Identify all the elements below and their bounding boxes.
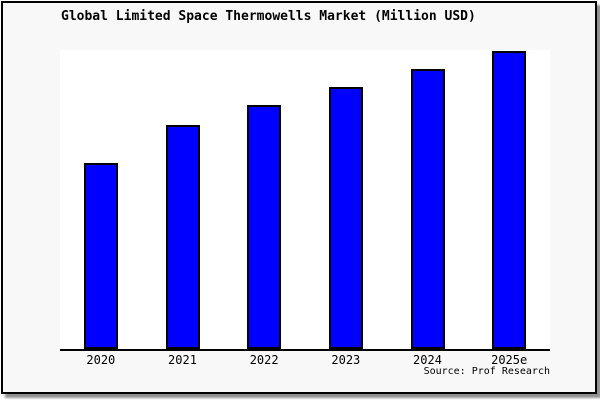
bar-2022	[247, 105, 282, 349]
x-tick-label-2020: 2020	[86, 353, 116, 367]
bar-2023	[328, 87, 363, 349]
chart-title: Global Limited Space Thermowells Market …	[61, 9, 476, 24]
source-note: Source: Prof Research	[423, 366, 550, 377]
x-tick-label-2022: 2022	[249, 353, 279, 367]
x-tick-label-2025e: 2025e	[491, 353, 528, 367]
bar-2021	[165, 125, 200, 349]
x-tick-label-2023: 2023	[331, 353, 361, 367]
bar-2020	[83, 163, 118, 349]
plot-area	[60, 50, 550, 351]
x-axis-labels: 2020 2021 2022 2023 2024 2025e	[60, 351, 550, 367]
x-tick-label-2021: 2021	[168, 353, 197, 367]
x-tick-label-2024: 2024	[413, 353, 442, 367]
chart-frame: Global Limited Space Thermowells Market …	[1, 1, 597, 394]
bar-2024	[410, 69, 445, 349]
bar-2025e	[492, 51, 527, 349]
